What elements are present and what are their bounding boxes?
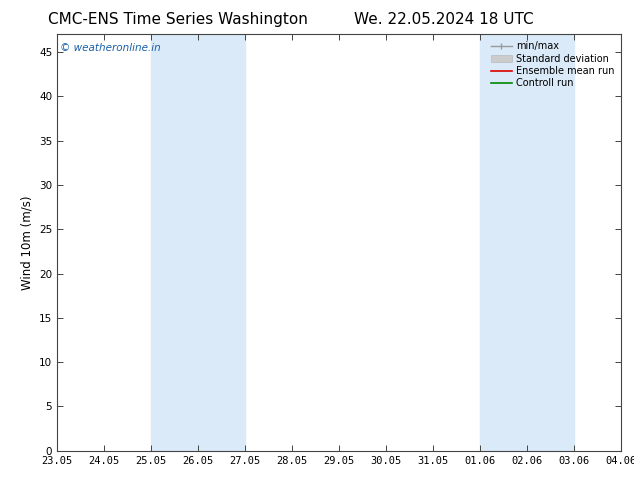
Bar <box>480 34 574 451</box>
Text: CMC-ENS Time Series Washington: CMC-ENS Time Series Washington <box>48 12 307 27</box>
Text: © weatheronline.in: © weatheronline.in <box>60 43 160 52</box>
Bar <box>151 34 245 451</box>
Y-axis label: Wind 10m (m/s): Wind 10m (m/s) <box>20 196 34 290</box>
Text: We. 22.05.2024 18 UTC: We. 22.05.2024 18 UTC <box>354 12 534 27</box>
Legend: min/max, Standard deviation, Ensemble mean run, Controll run: min/max, Standard deviation, Ensemble me… <box>489 39 616 90</box>
